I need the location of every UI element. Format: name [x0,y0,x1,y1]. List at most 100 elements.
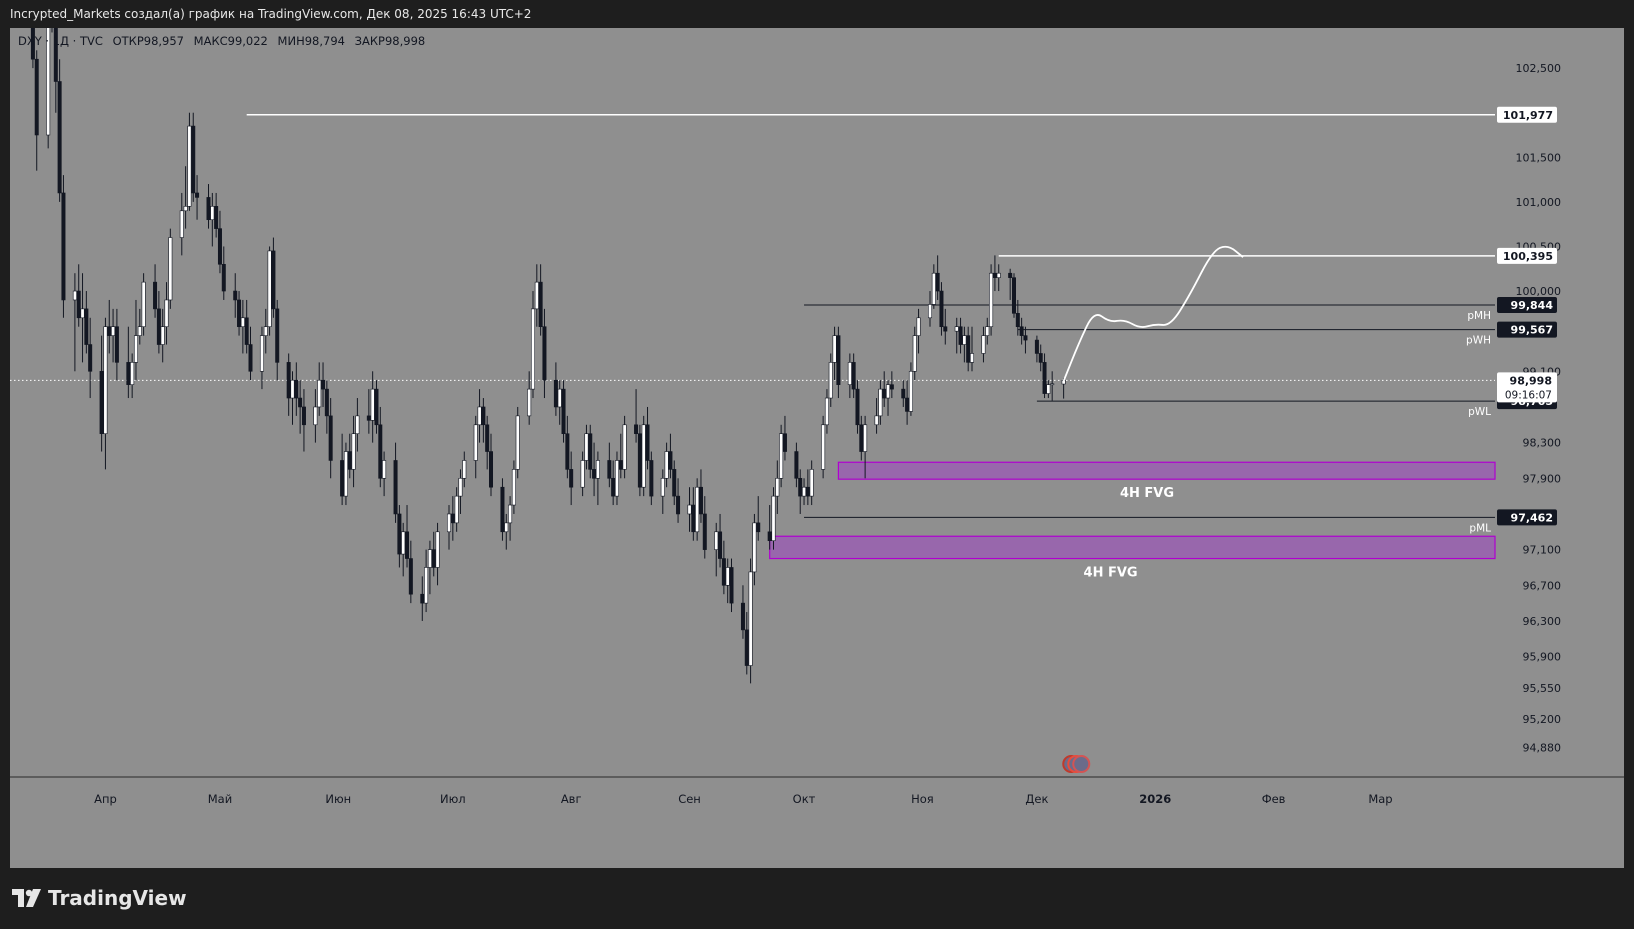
candle-body [508,504,513,524]
candle-body [878,388,883,417]
candle-body [931,272,936,305]
candle-body [80,308,85,319]
candle-body [752,522,757,573]
candle-body [530,308,535,390]
candle-body [76,290,81,319]
candle-body [553,379,558,408]
candle-body [328,415,333,461]
candle-body [748,571,753,666]
candle-body [217,228,222,265]
candle-body [61,192,66,301]
candle-body [515,415,520,470]
candle-body [34,58,39,136]
y-axis-tick-label: 98,300 [1523,437,1562,450]
tradingview-logo[interactable]: TradingView [12,886,187,910]
x-axis-tick-label: Сен [678,792,701,806]
candle-body [481,406,486,426]
candle-body [592,469,597,479]
candle-body [408,558,413,595]
candle-body [114,326,119,363]
candle-body [1038,353,1043,363]
candle-body [298,397,303,408]
x-axis-tick-label: Фев [1262,792,1286,806]
candle-body [46,28,51,136]
candle-body [1008,272,1013,278]
candle-body [557,388,562,408]
candle-body [634,424,639,435]
legend-symbol[interactable]: DXY · 1Д · TVC [18,34,103,48]
fvg-zone-label: 4H FVG [1084,566,1138,581]
candle-body [397,513,402,555]
price-axis-label: 97,462 [1511,511,1553,524]
candle-body [1042,362,1047,394]
candle-body [271,250,276,310]
candle-body [263,326,268,336]
legend-close: ЗАКР98,998 [354,34,426,48]
candle-body [641,424,646,488]
candle-body [153,281,158,310]
y-axis-tick-label: 94,880 [1523,742,1562,755]
candle-body [191,125,196,194]
candle-body [187,125,192,207]
candle-body [355,415,360,435]
candle-body [664,451,669,479]
candle-body [649,460,654,497]
x-axis-tick-label: Ноя [911,792,934,806]
y-axis-tick-label: 100,000 [1516,285,1562,298]
candle-body [382,460,387,479]
candle-body [450,513,455,524]
candle-body [691,504,696,533]
price-chart[interactable]: 4H FVG 4H FVG pMH pWH pWL pML 102,500 101,500 10… [10,28,1624,868]
candle-body [420,593,425,604]
candle-body [863,424,868,452]
candle-body [1019,326,1024,336]
candle-body [340,460,345,497]
candle-body [72,290,77,301]
candle-body [695,486,700,533]
candle-body [259,335,264,372]
candle-body [908,370,913,412]
candle-body [195,192,200,198]
candle-body [1023,335,1028,341]
bar-countdown-label: 09:16:07 [1505,389,1552,401]
candle-body [324,388,329,417]
candle-body [107,326,112,336]
candle-body [244,317,249,345]
candle-body [1011,277,1016,314]
candle-body [886,384,891,399]
price-axis-label-box [1497,509,1557,526]
candle-body [164,299,169,328]
price-axis-label-box [1497,106,1557,123]
candle-body [351,433,356,470]
candle-body [851,362,856,390]
candle-body [943,326,948,332]
economic-event-flag-icon [1072,755,1091,773]
candle-body [882,388,887,399]
candle-body [901,388,906,399]
candle-body [889,384,894,390]
candle-body [809,469,814,497]
candle-body [614,460,619,497]
candle-body [210,206,215,221]
candle-body [836,335,841,385]
x-axis-tick-label: 2026 [1139,792,1171,806]
candle-body [156,308,161,345]
legend-low: МИН98,794 [277,34,345,48]
chart-panel[interactable]: 4H FVG 4H FVG pMH pWH pWL pML 102,500 101,500 10… [10,28,1624,868]
candle-body [958,326,963,345]
fvg-zone [769,535,1496,560]
candle-body [721,558,726,586]
candle-body [966,335,971,363]
candle-body [248,344,253,372]
candle-body [798,477,803,497]
candle-body [970,353,975,363]
price-axis-label-box [1497,247,1557,264]
candle-body [622,424,627,470]
y-axis-tick-label: 95,550 [1523,682,1562,695]
symbol-legend: DXY · 1Д · TVC ОТКР98,957 МАКС99,022 МИН… [18,34,431,48]
candle-body [1015,313,1020,328]
candle-body [756,522,761,533]
candle-body [565,433,570,470]
candle-body [321,379,326,390]
projection-path [1062,245,1244,382]
